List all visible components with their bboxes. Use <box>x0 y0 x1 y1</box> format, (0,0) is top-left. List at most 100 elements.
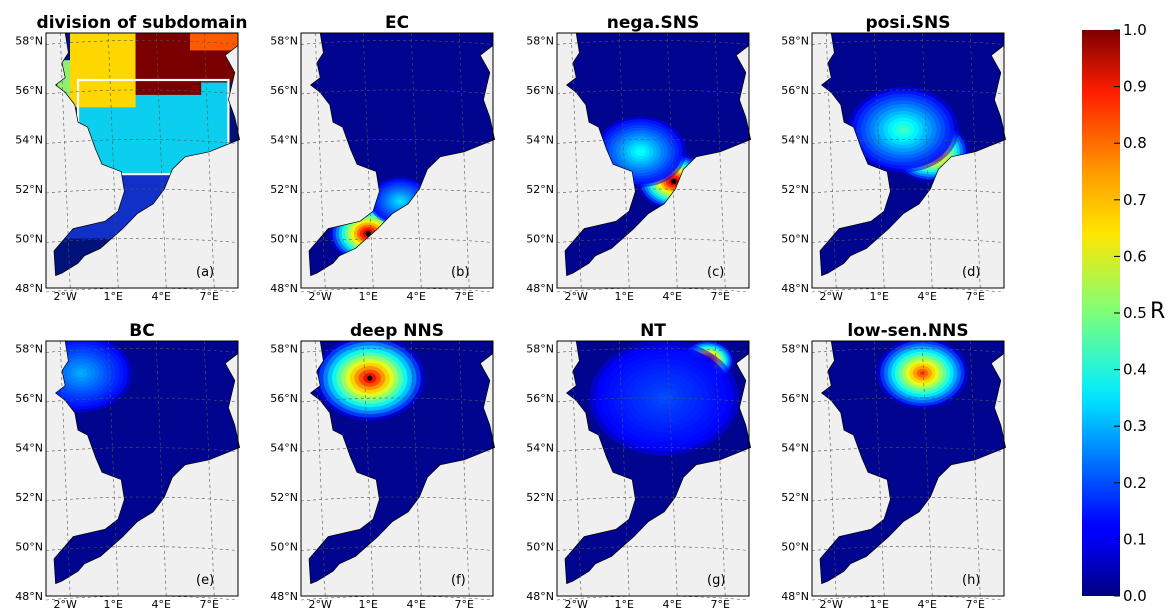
colorbar-tick-label: 0.4 <box>1123 361 1147 379</box>
colorbar-ticks: 1.0 0.9 0.8 0.7 0.6 0.5 0.4 0.3 0.2 0.1 0.0 <box>1114 21 1147 605</box>
lat-tick-label: 52°N <box>526 183 554 196</box>
lat-tick-label: 56°N <box>781 392 809 405</box>
lon-tick-label: 2°W <box>54 290 77 303</box>
coastline <box>819 340 1007 585</box>
lat-tick-label: 50°N <box>15 541 43 554</box>
lon-tick-label: 1°E <box>103 290 122 303</box>
lat-tick-label: 58°N <box>781 34 809 47</box>
lon-tick-label: 7°E <box>710 290 729 303</box>
colorbar-tick-label: 0.0 <box>1123 587 1147 605</box>
lat-tick-label: 58°N <box>526 34 554 47</box>
lon-tick-label: 2°W <box>565 598 588 611</box>
lon-tick-label: 1°E <box>869 290 888 303</box>
lon-tick-label: 7°E <box>965 290 984 303</box>
lon-tick-label: 4°E <box>406 598 425 611</box>
graticule <box>556 32 750 293</box>
lon-tick-label: 2°W <box>309 598 332 611</box>
panel-label: (a) <box>196 265 214 280</box>
hotspot <box>314 341 426 421</box>
colorbar-tick-label: 0.7 <box>1123 191 1147 209</box>
panel-label: (b) <box>451 265 469 280</box>
lon-tick-label: 7°E <box>965 598 984 611</box>
lon-tick-label: 1°E <box>358 598 377 611</box>
panel-grid: division of subdomain 58°N 56°N 54°N 52°N 50°… <box>15 13 1007 611</box>
lon-tick-label: 7°E <box>710 598 729 611</box>
lat-tick-label: 54°N <box>781 134 809 147</box>
colorbar: 1.0 0.9 0.8 0.7 0.6 0.5 0.4 0.3 0.2 0.1 0.0 R <box>1082 21 1165 605</box>
colorbar-tick-label: 1.0 <box>1123 21 1147 39</box>
lat-tick-label: 50°N <box>781 233 809 246</box>
lat-tick-label: 54°N <box>270 442 298 455</box>
graticule <box>811 340 1005 601</box>
lon-tick-label: 2°W <box>54 598 77 611</box>
map-frame <box>556 340 750 597</box>
panel-title: NT <box>640 321 666 341</box>
map-panel-d: posi.SNS 58°N 56°N 54°N 52°N 50°N 48°N 2°W 1°E 4°… <box>781 13 1007 303</box>
lat-tick-label: 48°N <box>526 282 554 295</box>
lat-tick-label: 48°N <box>15 282 43 295</box>
graticule <box>556 340 750 601</box>
lat-tick-label: 58°N <box>270 342 298 355</box>
colorbar-tick-label: 0.9 <box>1123 78 1147 96</box>
lat-tick-label: 50°N <box>526 541 554 554</box>
panel-title: deep NNS <box>350 321 444 341</box>
lon-tick-label: 1°E <box>614 598 633 611</box>
lat-tick-label: 48°N <box>781 282 809 295</box>
lat-tick-label: 56°N <box>270 84 298 97</box>
map-frame <box>45 32 239 289</box>
hotspot <box>589 341 739 456</box>
map-frame <box>811 32 1005 289</box>
graticule <box>811 32 1005 293</box>
lat-tick-label: 54°N <box>15 442 43 455</box>
map-panel-f: deep NNS 58°N 56°N 54°N 52°N 50°N 48°N 2°W 1°E 4°… <box>270 321 496 611</box>
hotspot <box>847 86 959 173</box>
lat-tick-label: 48°N <box>526 590 554 603</box>
lon-tick-label: 4°E <box>662 290 681 303</box>
lat-tick-label: 52°N <box>781 491 809 504</box>
colorbar-label: R <box>1150 299 1165 324</box>
lat-tick-label: 56°N <box>270 392 298 405</box>
lat-tick-label: 56°N <box>15 392 43 405</box>
panel-title: EC <box>385 13 409 33</box>
lon-tick-label: 2°W <box>820 290 843 303</box>
lon-tick-label: 4°E <box>917 290 936 303</box>
graticule <box>300 340 494 601</box>
lat-tick-label: 48°N <box>270 282 298 295</box>
lon-tick-label: 4°E <box>151 290 170 303</box>
map-panel-c: nega.SNS 58°N 56°N 54°N 52°N 50°N 48°N 2°W 1°E 4°… <box>526 13 752 303</box>
lat-tick-label: 52°N <box>15 491 43 504</box>
coastline <box>308 340 496 585</box>
map-frame <box>300 32 494 289</box>
lon-tick-label: 4°E <box>662 598 681 611</box>
coastline <box>564 340 752 585</box>
lon-tick-label: 2°W <box>565 290 588 303</box>
lat-tick-label: 52°N <box>781 183 809 196</box>
panel-title: posi.SNS <box>866 13 951 33</box>
panel-title: division of subdomain <box>37 13 248 33</box>
lat-tick-label: 56°N <box>526 392 554 405</box>
coastline <box>819 32 1007 277</box>
map-frame <box>45 340 239 597</box>
sea-field <box>820 341 1006 584</box>
map-panel-b: EC 58°N 56°N 54°N 52°N 50°N 48°N 2°W 1°E 4°E 7°E (b… <box>270 13 496 303</box>
coastline <box>564 32 752 277</box>
lon-tick-label: 4°E <box>151 598 170 611</box>
colorbar-tick-label: 0.2 <box>1123 474 1147 492</box>
lat-tick-label: 54°N <box>15 134 43 147</box>
panel-title: BC <box>129 321 154 341</box>
lat-tick-label: 52°N <box>526 491 554 504</box>
lat-tick-label: 52°N <box>270 491 298 504</box>
lon-tick-label: 7°E <box>454 290 473 303</box>
lon-tick-label: 7°E <box>199 290 218 303</box>
colorbar-tick-label: 0.5 <box>1123 304 1147 322</box>
colorbar-gradient <box>1082 30 1120 596</box>
map-panel-h: low-sen.NNS 58°N 56°N 54°N 52°N 50°N 48°N 2°W 1°… <box>781 321 1007 611</box>
map-frame <box>556 32 750 289</box>
lat-tick-label: 50°N <box>526 233 554 246</box>
lat-tick-label: 58°N <box>526 342 554 355</box>
map-panel-g: NT 58°N 56°N 54°N 52°N 50°N 48°N 2°W 1°E 4°E 7°E (g… <box>526 321 752 611</box>
lon-tick-label: 1°E <box>103 598 122 611</box>
lat-tick-label: 50°N <box>15 233 43 246</box>
map-panel-e: BC 58°N 56°N 54°N 52°N 50°N 48°N 2°W 1°E 4°E 7°E (e… <box>15 321 241 611</box>
